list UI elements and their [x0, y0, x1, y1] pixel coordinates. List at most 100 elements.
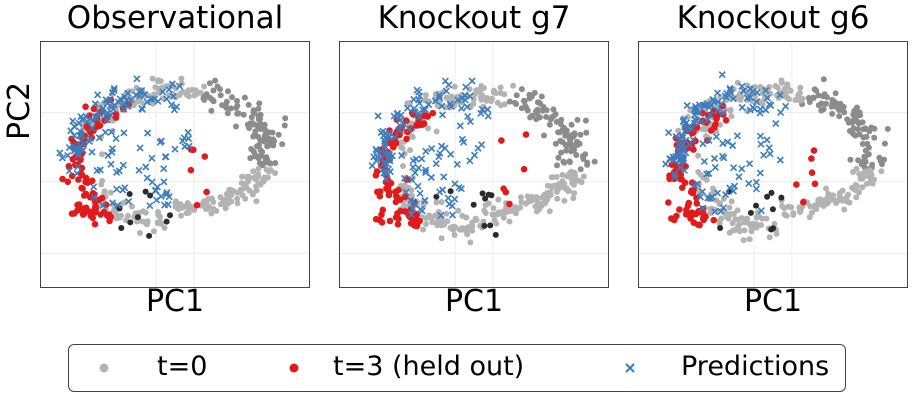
data-point-t0	[841, 109, 848, 116]
data-point-prediction	[765, 144, 773, 152]
data-point-t0	[497, 84, 504, 91]
data-point-t0	[240, 111, 247, 118]
data-point-prediction	[762, 86, 770, 95]
data-point-prediction	[756, 132, 765, 140]
data-point-t0	[149, 75, 156, 82]
data-point-prediction	[413, 86, 421, 94]
data-point-t0	[118, 212, 124, 219]
data-point-prediction	[380, 169, 388, 177]
data-point-prediction	[406, 125, 414, 133]
data-point-prediction	[698, 188, 706, 196]
data-point-prediction	[164, 200, 172, 208]
data-point-held-out	[500, 185, 507, 192]
data-point-t0	[876, 154, 883, 161]
data-point-t0	[481, 222, 488, 229]
data-point-t0	[735, 93, 742, 100]
data-point-prediction	[719, 139, 727, 148]
data-point-prediction	[165, 193, 173, 201]
data-point-t0	[401, 202, 408, 209]
data-point-t0	[184, 200, 191, 206]
data-point-held-out	[665, 199, 672, 206]
data-point-t0	[150, 228, 157, 235]
data-point-prediction	[120, 105, 128, 113]
data-point-t0	[252, 121, 258, 128]
data-point-prediction	[428, 145, 436, 153]
data-point-prediction	[470, 151, 479, 159]
data-point-t0	[261, 121, 268, 128]
data-point-prediction	[88, 124, 96, 132]
data-point-t0	[136, 230, 143, 236]
data-point-prediction	[688, 125, 696, 133]
data-point-prediction	[765, 100, 773, 108]
data-point-prediction	[701, 102, 709, 110]
data-point-held-out	[82, 103, 89, 110]
data-point-t0	[845, 191, 852, 198]
data-point-t0	[242, 195, 249, 202]
data-point-t0	[881, 156, 888, 163]
data-point-prediction	[466, 92, 474, 100]
data-point-prediction	[421, 196, 429, 205]
data-point-prediction	[705, 169, 713, 178]
data-point-held-out	[690, 129, 697, 136]
data-point-prediction	[704, 194, 712, 202]
data-point-t0	[212, 77, 219, 84]
data-point-t0	[490, 205, 497, 212]
data-point-t0	[489, 211, 496, 218]
data-point-held-out	[710, 216, 718, 224]
data-point-t0	[217, 201, 224, 208]
data-point-prediction	[696, 193, 704, 201]
data-point-held-out	[810, 147, 818, 154]
data-point-prediction	[727, 89, 735, 97]
data-point-t0	[235, 110, 242, 117]
data-point-t0	[518, 198, 525, 205]
data-point-held-out	[520, 165, 528, 173]
data-point-t0	[272, 170, 279, 176]
data-point-prediction	[179, 137, 187, 145]
data-point-t0	[566, 158, 573, 165]
data-point-prediction	[110, 101, 118, 109]
data-point-prediction	[740, 87, 748, 95]
data-point-prediction	[119, 186, 127, 194]
data-point-t0	[785, 203, 792, 210]
data-point-t0	[272, 160, 279, 166]
data-point-t0	[101, 188, 108, 195]
data-point-t0	[584, 161, 591, 168]
data-point-held-out	[98, 194, 106, 202]
data-point-t0	[820, 197, 827, 204]
data-point-t0	[546, 208, 553, 215]
data-point-held-out	[413, 221, 421, 229]
data-point-t0	[485, 200, 492, 207]
data-point-t0	[234, 97, 240, 104]
data-point-t0	[134, 214, 141, 221]
data-point-t0	[191, 207, 198, 213]
data-point-t0	[256, 160, 263, 166]
data-point-prediction	[160, 178, 168, 186]
data-point-prediction	[77, 113, 85, 121]
data-point-t0	[764, 193, 771, 200]
plot-frame	[638, 41, 908, 288]
legend-label-held-out: t=3 (held out)	[333, 351, 525, 382]
data-point-t0	[862, 158, 869, 165]
data-point-t0	[841, 206, 848, 213]
data-point-prediction	[665, 129, 673, 137]
data-point-held-out	[394, 210, 401, 217]
data-point-held-out	[77, 156, 84, 164]
data-point-t0	[835, 106, 842, 113]
data-point-held-out	[419, 121, 427, 128]
data-point-t0	[538, 93, 545, 100]
data-point-t0	[570, 142, 577, 149]
data-point-t0	[747, 209, 754, 216]
data-point-held-out	[800, 198, 807, 206]
data-point-t0	[549, 174, 556, 181]
data-point-t0	[790, 210, 797, 217]
data-point-prediction	[713, 89, 722, 97]
data-point-prediction	[184, 135, 193, 143]
data-point-prediction	[766, 150, 774, 158]
data-point-held-out	[372, 172, 380, 179]
data-point-t0	[744, 108, 751, 115]
data-point-t0	[270, 136, 277, 143]
scatter-plot	[339, 41, 609, 288]
data-point-prediction	[138, 105, 146, 113]
data-point-t0	[844, 198, 851, 205]
data-point-prediction	[377, 129, 385, 137]
